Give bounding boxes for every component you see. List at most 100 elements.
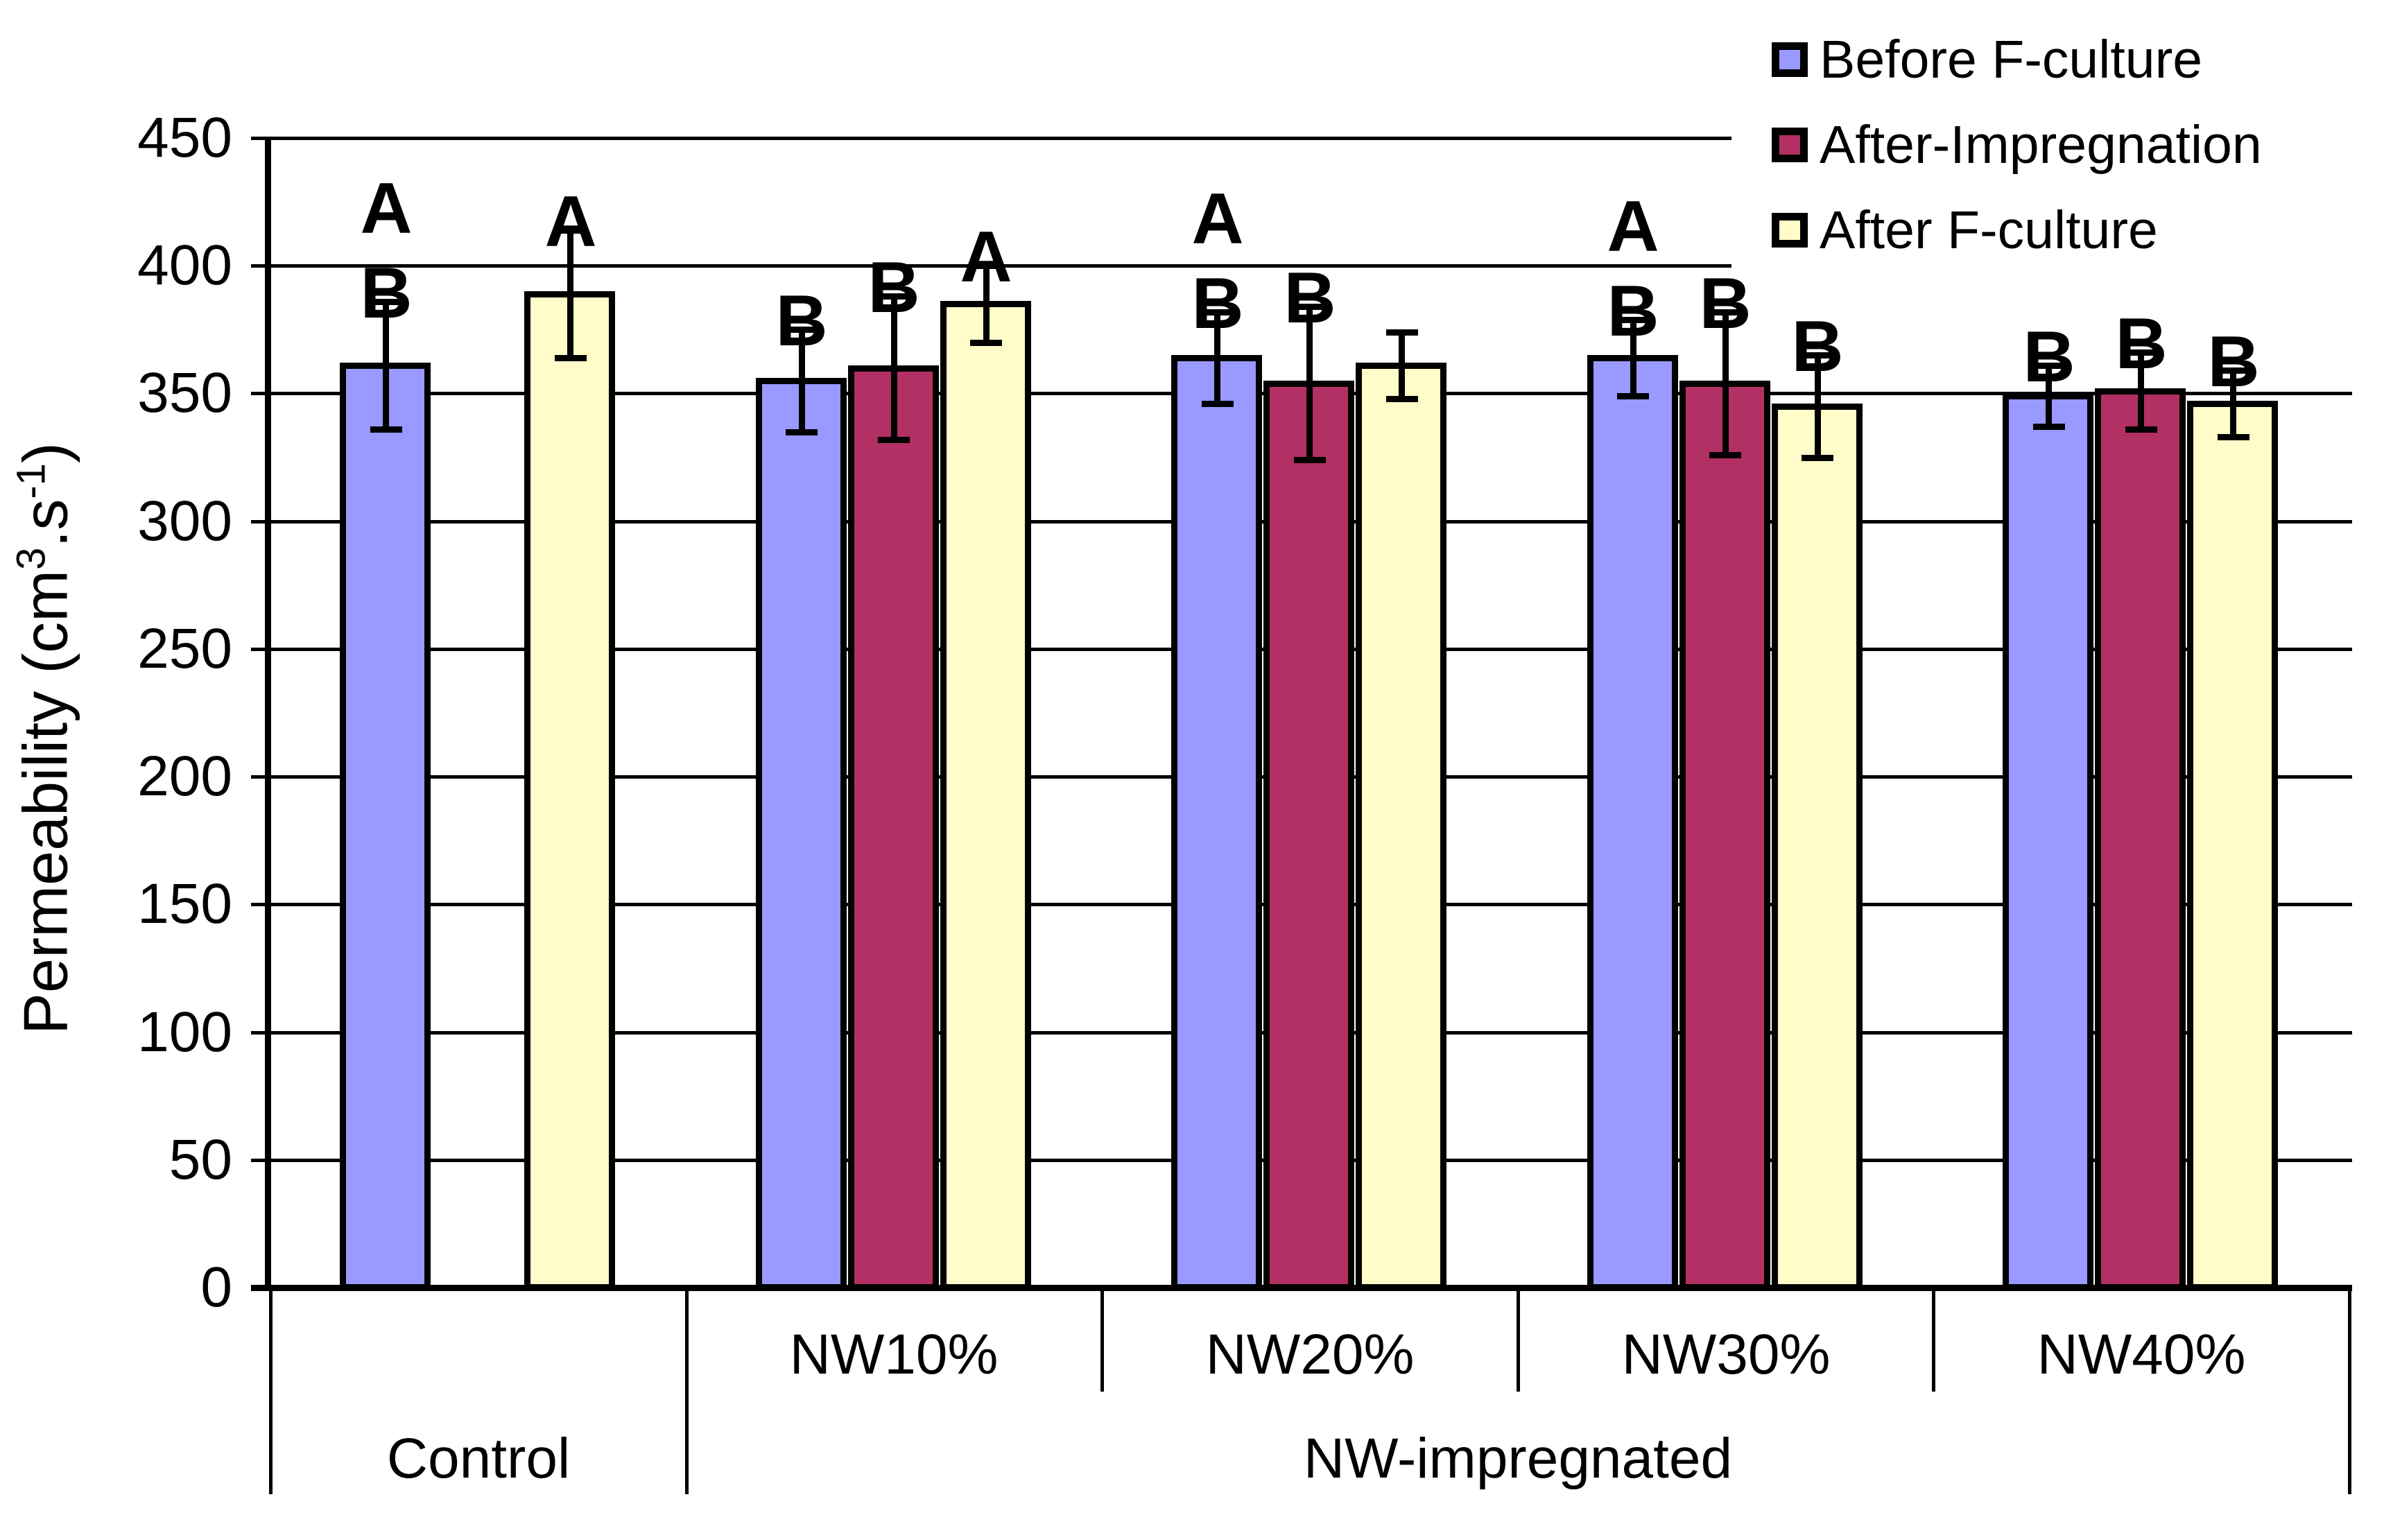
y-axis-tick <box>251 648 270 651</box>
error-bar-top-cap <box>786 327 818 333</box>
error-bar-top-cap <box>1709 309 1741 315</box>
error-bar-bottom-cap <box>1709 452 1741 458</box>
significance-letter: B <box>2207 322 2260 402</box>
y-tick-label: 50 <box>169 1128 232 1191</box>
y-axis-tick <box>251 1159 270 1162</box>
error-bar-top-cap <box>1802 352 1833 358</box>
error-bar-top-cap <box>1617 317 1649 323</box>
category-separator-short <box>1517 1288 1520 1392</box>
significance-letter: B <box>1699 263 1752 344</box>
bar <box>1772 404 1863 1290</box>
y-tick-label: 250 <box>137 617 232 680</box>
legend-background <box>1731 0 2384 282</box>
category-separator-long <box>2348 1288 2351 1494</box>
y-axis-title-supm1: -1 <box>8 463 54 499</box>
error-bar <box>383 302 389 429</box>
gridline <box>270 264 2352 268</box>
error-bar <box>1399 332 1405 399</box>
y-tick-label: 400 <box>137 234 232 297</box>
y-axis-title-mid: .s <box>11 499 81 548</box>
y-tick-label: 350 <box>137 361 232 424</box>
bar <box>524 291 615 1290</box>
bar <box>756 378 847 1290</box>
error-bar-bottom-cap <box>878 437 910 443</box>
error-bar-bottom-cap <box>555 355 587 361</box>
error-bar-top-cap <box>555 227 587 234</box>
significance-letter: A <box>1191 179 1244 259</box>
significance-letter: A <box>960 217 1012 297</box>
error-bar-bottom-cap <box>2218 434 2249 440</box>
bar <box>1356 363 1446 1290</box>
x-group-label-control: Control <box>386 1427 571 1490</box>
error-bar-bottom-cap <box>1802 455 1833 461</box>
error-bar <box>1214 312 1220 404</box>
y-axis-tick <box>251 775 270 779</box>
significance-letter: A <box>544 182 597 262</box>
significance-letter: B <box>1791 306 1844 387</box>
legend-label: After F-culture <box>1820 200 2158 260</box>
significance-letter: B <box>1607 271 1659 352</box>
bar <box>1587 355 1678 1290</box>
y-axis-tick <box>251 520 270 524</box>
error-bar-top-cap <box>1294 304 1326 310</box>
error-bar-top-cap <box>2218 367 2249 374</box>
category-separator-short <box>1932 1288 1935 1392</box>
bar <box>340 363 431 1290</box>
error-bar <box>2230 370 2236 437</box>
error-bar <box>983 266 990 343</box>
y-axis-tick <box>251 903 270 906</box>
error-bar-bottom-cap <box>2033 424 2065 430</box>
y-tick-label: 200 <box>137 745 232 808</box>
error-bar <box>567 230 573 358</box>
x-group-label-impregnated: NW-impregnated <box>1303 1427 1733 1490</box>
significance-letter: B <box>1191 263 1244 344</box>
legend-swatch <box>1772 128 1808 162</box>
error-bar-top-cap <box>878 293 910 300</box>
y-axis-tick <box>251 392 270 395</box>
significance-letter: B <box>2023 317 2075 397</box>
error-bar-bottom-cap <box>1294 457 1326 463</box>
bar <box>1263 381 1354 1290</box>
category-separator-long <box>685 1288 689 1494</box>
error-bar-top-cap <box>370 299 402 305</box>
error-bar-bottom-cap <box>786 429 818 435</box>
bar <box>1171 355 1262 1290</box>
error-bar-top-cap <box>970 263 1002 269</box>
legend-label: After-Impregnation <box>1820 115 2262 175</box>
x-category-label: NW40% <box>2037 1323 2246 1386</box>
category-separator-short <box>1100 1288 1104 1392</box>
significance-letter: B <box>1284 258 1336 338</box>
y-axis-tick <box>251 264 270 268</box>
y-axis-title-sup3: 3 <box>8 547 54 570</box>
error-bar-bottom-cap <box>1617 393 1649 399</box>
y-tick-label: 150 <box>137 872 232 935</box>
error-bar-bottom-cap <box>1202 401 1234 407</box>
y-axis-tick <box>251 137 270 140</box>
significance-letter: A <box>1607 187 1659 267</box>
error-bar-bottom-cap <box>970 340 1002 346</box>
bar <box>2003 393 2093 1290</box>
significance-letter: B <box>867 248 920 328</box>
error-bar-bottom-cap <box>370 426 402 433</box>
y-axis-title-text: Permeability (cm <box>11 569 81 1035</box>
bar <box>1679 381 1770 1290</box>
error-bar <box>1306 306 1313 460</box>
x-category-label: NW30% <box>1621 1323 1831 1386</box>
error-bar <box>891 296 897 439</box>
legend-swatch <box>1772 42 1808 77</box>
error-bar <box>2046 365 2052 426</box>
error-bar-top-cap <box>2125 349 2157 356</box>
x-category-label: NW10% <box>789 1323 999 1386</box>
y-tick-label: 450 <box>137 106 232 169</box>
error-bar-top-cap <box>1386 329 1418 336</box>
y-axis-tick <box>251 1031 270 1035</box>
y-axis-title-close: ) <box>11 442 81 463</box>
y-axis-line <box>265 138 271 1291</box>
gridline <box>270 137 2352 140</box>
significance-letter: B <box>775 281 828 361</box>
error-bar <box>799 329 805 431</box>
y-tick-label: 100 <box>137 1001 232 1064</box>
bar <box>2095 388 2186 1290</box>
x-axis-line <box>251 1285 2352 1291</box>
